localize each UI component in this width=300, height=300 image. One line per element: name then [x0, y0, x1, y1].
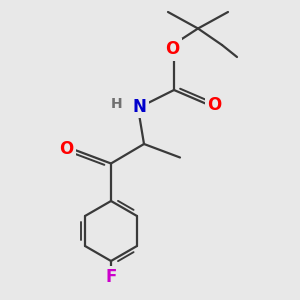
Text: F: F	[105, 268, 117, 286]
Text: O: O	[207, 96, 222, 114]
Text: N: N	[133, 98, 146, 116]
Text: H: H	[111, 98, 122, 111]
Text: O: O	[165, 40, 180, 58]
Text: O: O	[59, 140, 74, 158]
